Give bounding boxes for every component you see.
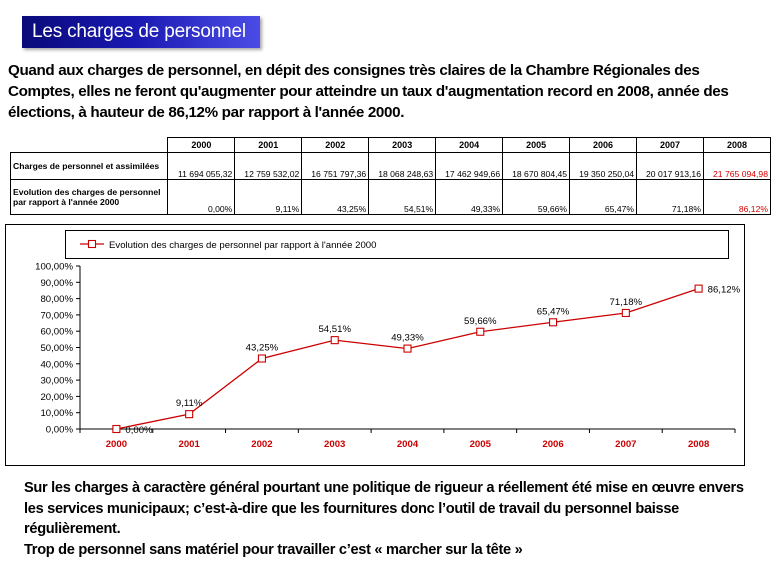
evolution-line-chart: Evolution des charges de personnel par r…: [5, 224, 745, 466]
table-row: Evolution des charges de personnel par r…: [9, 179, 771, 215]
data-label: 59,66%: [464, 316, 497, 327]
chart-legend-box: [65, 230, 729, 259]
legend-marker-swatch: [87, 239, 97, 249]
data-point-marker: [694, 284, 703, 293]
x-tick-label: 2001: [178, 439, 200, 450]
row-label: Charges de personnel et assimilées: [9, 152, 169, 180]
table-cell: 18 068 248,63: [368, 152, 437, 180]
table-cell: 19 350 250,04: [569, 152, 638, 180]
table-cell: 12 759 532,02: [234, 152, 303, 180]
data-label: 49,33%: [391, 333, 424, 344]
data-label: 65,47%: [537, 306, 570, 317]
year-header: 2007: [636, 137, 704, 153]
data-point-marker: [621, 308, 630, 318]
data-point-marker: [403, 344, 412, 353]
data-point-marker: [257, 354, 266, 363]
y-tick-label: 50,00%: [40, 343, 73, 354]
x-tick-label: 2007: [615, 439, 636, 450]
year-header: 2008: [702, 137, 771, 153]
y-tick-label: 20,00%: [40, 392, 73, 403]
table-cell: 59,66%: [502, 179, 571, 215]
year-header: 2005: [502, 137, 571, 153]
y-tick-label: 80,00%: [40, 294, 73, 305]
table-cell: 17 462 949,66: [435, 152, 504, 180]
y-tick-label: 0,00%: [46, 425, 74, 436]
y-tick-label: 90,00%: [40, 278, 73, 289]
plot-area: 0,00% 10,00% 20,00% 30,00% 40,00% 50,00% 60,00…: [35, 262, 740, 451]
y-tick-label: 100,00%: [35, 262, 73, 273]
x-tick-label: 2002: [251, 439, 272, 450]
data-label: 9,11%: [176, 398, 203, 409]
table-cell: 54,51%: [368, 179, 437, 215]
data-point-marker: [185, 410, 194, 419]
data-point-marker: [330, 336, 339, 345]
outro-closing: Trop de personnel sans matériel pour tra…: [24, 541, 523, 558]
data-label: 71,18%: [610, 297, 643, 308]
y-tick-label: 30,00%: [40, 376, 73, 387]
x-tick-label: 2000: [106, 439, 127, 450]
intro-paragraph: Quand aux charges de personnel, en dépit…: [8, 62, 729, 121]
legend-label: Evolution des charges de personnel par r…: [109, 240, 376, 251]
table-cell-highlight: 21 765 094,98: [702, 152, 771, 180]
year-header: 2000: [167, 137, 236, 153]
data-point-marker: [549, 318, 558, 327]
table-cell: 16 751 797,36: [301, 152, 370, 180]
table-cell: 71,18%: [636, 179, 704, 215]
y-tick-label: 10,00%: [40, 408, 73, 419]
page-title: Les charges de personnel: [32, 21, 246, 42]
table-cell: 65,47%: [569, 179, 638, 215]
outro-section: Sur les charges à caractère général pour…: [24, 478, 766, 560]
row-label: Evolution des charges de personnel par r…: [9, 179, 169, 215]
year-header: 2003: [368, 137, 437, 153]
title-banner: Les charges de personnel: [22, 16, 260, 48]
data-point-marker: [476, 327, 485, 336]
table-cell: 49,33%: [435, 179, 504, 215]
data-label: 86,12%: [708, 285, 741, 296]
y-tick-label: 70,00%: [40, 310, 73, 321]
y-tick-label: 40,00%: [40, 359, 73, 370]
x-tick-label: 2006: [542, 439, 563, 450]
x-tick-label: 2003: [324, 439, 345, 450]
x-tick-label: 2008: [688, 439, 710, 450]
data-point-marker: [112, 424, 121, 434]
outro-paragraph: Sur les charges à caractère général pour…: [24, 480, 744, 537]
x-tick-label: 2004: [397, 439, 419, 450]
table-corner-cell: [10, 137, 169, 153]
table-cell-highlight: 86,12%: [702, 179, 771, 215]
charges-table: 2000 2001 2002 2003 2004 2005 2006 2007 …: [9, 137, 771, 215]
table-cell: 0,00%: [167, 179, 236, 215]
table-cell: 18 670 804,45: [502, 152, 571, 180]
data-label: 54,51%: [318, 324, 351, 335]
table-cell: 20 017 913,16: [636, 152, 704, 180]
year-header: 2006: [569, 137, 638, 153]
table-cell: 9,11%: [234, 179, 303, 215]
x-tick-label: 2005: [470, 439, 492, 450]
table-cell: 11 694 055,32: [167, 152, 236, 180]
table-header-row: 2000 2001 2002 2003 2004 2005 2006 2007 …: [10, 137, 771, 153]
table-cell: 43,25%: [301, 179, 370, 215]
year-header: 2004: [435, 137, 504, 153]
data-label: 0,00%: [125, 425, 153, 436]
table-row: Charges de personnel et assimilées 11 69…: [9, 152, 771, 180]
year-header: 2001: [234, 137, 303, 153]
data-label: 43,25%: [246, 343, 279, 354]
y-tick-label: 60,00%: [40, 327, 73, 338]
year-header: 2002: [301, 137, 370, 153]
